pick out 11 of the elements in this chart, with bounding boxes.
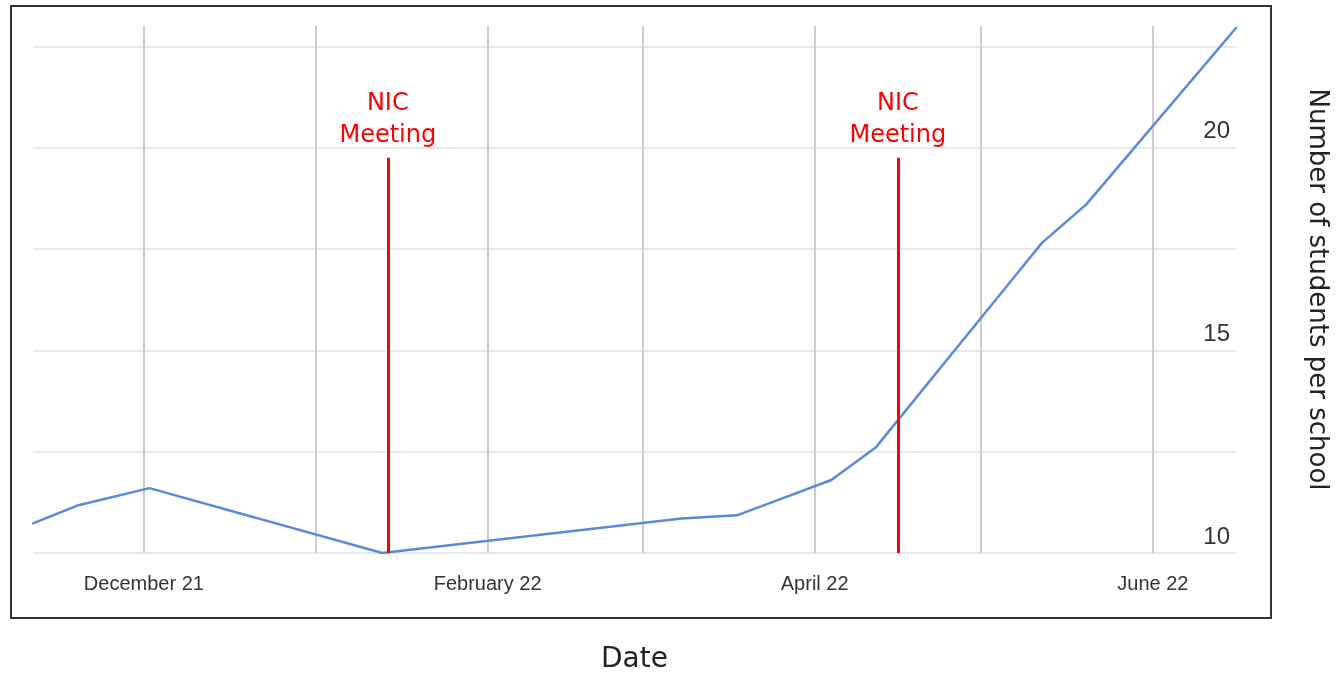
y-tick-label: 15	[1203, 318, 1230, 346]
x-tick-label: April 22	[780, 572, 849, 594]
y-tick-label: 20	[1203, 116, 1230, 144]
ref-line-label: NIC Meeting	[849, 87, 947, 148]
x-axis-title: Date	[601, 640, 668, 674]
ref-line-label: NIC Meeting	[339, 87, 437, 148]
y-axis-title: Number of students per school	[1304, 88, 1334, 491]
x-tick-label: December 21	[83, 572, 204, 594]
x-tick-label: June 22	[1117, 572, 1189, 594]
y-tick-label: 10	[1203, 521, 1230, 549]
x-tick-label: February 22	[433, 572, 542, 594]
